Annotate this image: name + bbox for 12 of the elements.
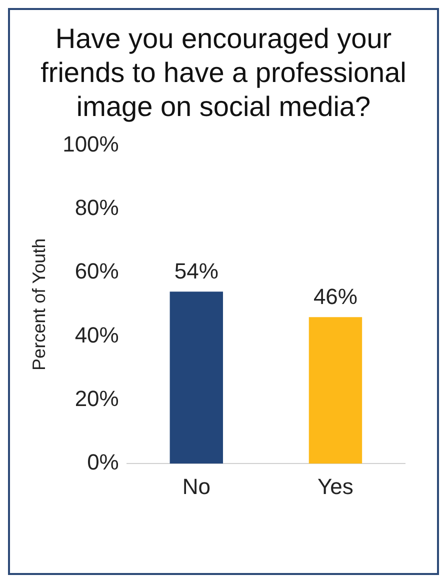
y-axis-title: Percent of Youth [28, 238, 49, 370]
data-label: 46% [313, 284, 358, 310]
y-tick-label: 80% [74, 194, 119, 220]
chart-title: Have you encouraged your friends to have a professional image on social media? [40, 22, 408, 124]
y-tick-label: 100% [62, 131, 119, 156]
y-tick-label: 0% [87, 450, 119, 475]
y-tick-label: 20% [74, 386, 119, 411]
x-tick-label: Yes [318, 474, 354, 499]
y-tick-label: 40% [74, 322, 119, 348]
y-tick-label: 60% [74, 258, 119, 284]
x-tick-label: No [182, 474, 210, 499]
data-label: 54% [174, 258, 218, 284]
